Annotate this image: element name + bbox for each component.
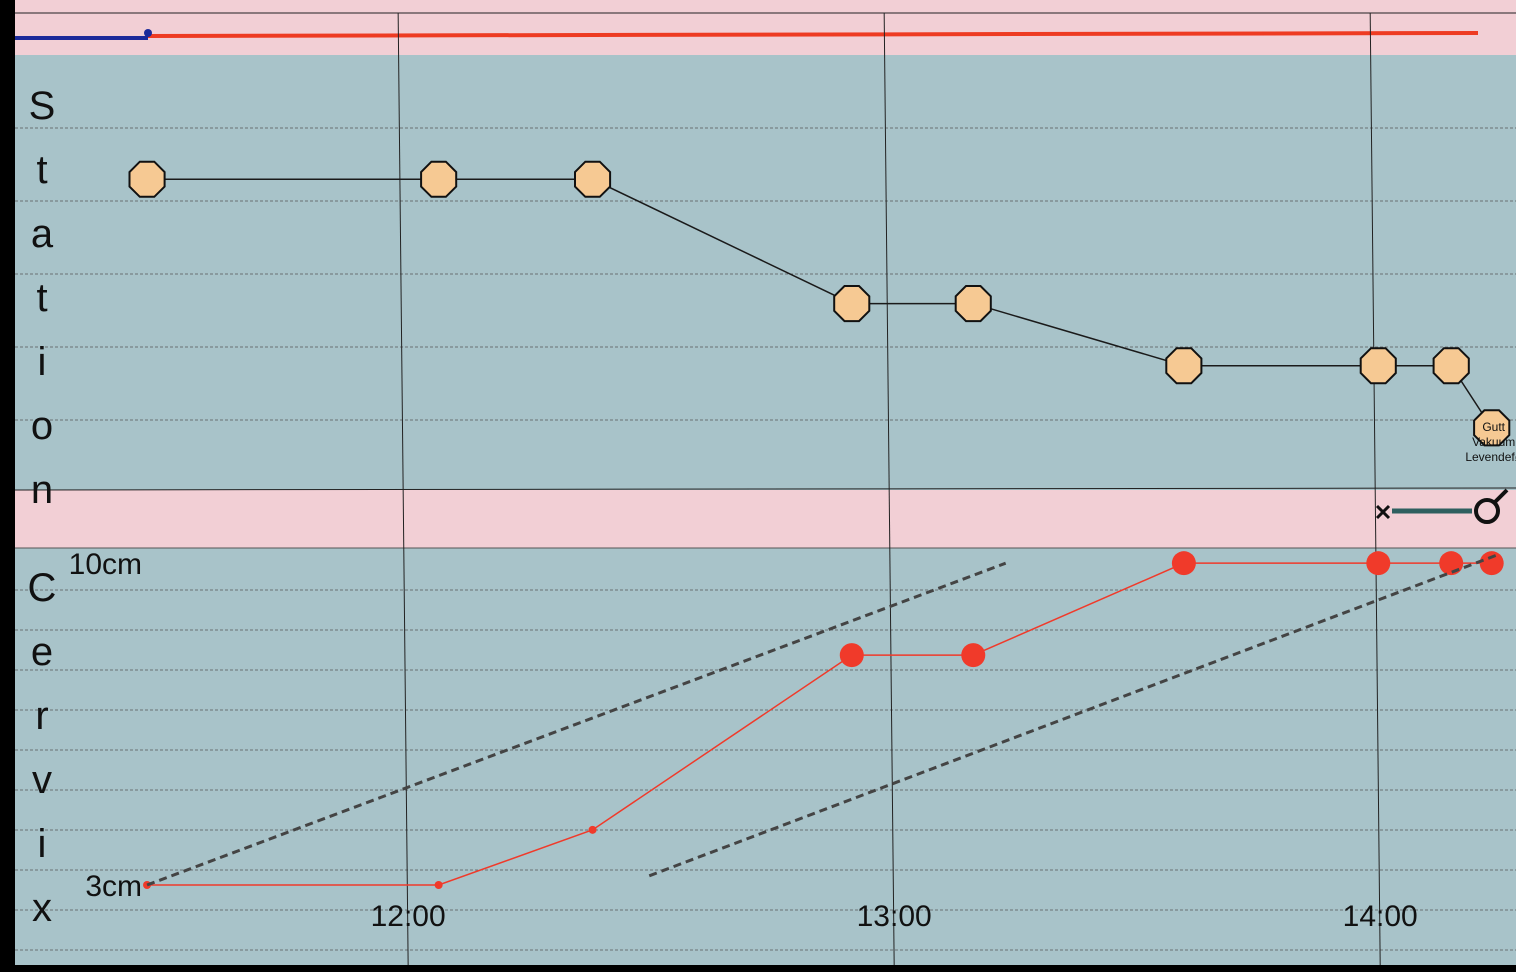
station-panel [15, 55, 1516, 490]
annotation: Gutt [1482, 420, 1505, 434]
station-point [833, 285, 871, 323]
station-point [1473, 409, 1511, 447]
cervix-point [1439, 551, 1464, 576]
annotation: Vakuum [1472, 435, 1515, 449]
station-title: Station [20, 84, 64, 532]
y-tick-label: 3cm [85, 870, 142, 903]
station-point [128, 160, 166, 198]
delivery-band [15, 490, 1516, 548]
male-symbol [1493, 488, 1509, 504]
timeline-band [15, 0, 1516, 55]
cervix-point [839, 643, 864, 668]
x-tick-label: 14:00 [1343, 900, 1418, 933]
guide-line [146, 561, 1007, 887]
y-tick-label: 10cm [69, 548, 142, 581]
time-grid-line [397, 12, 409, 966]
x-tick-label: 13:00 [857, 900, 932, 933]
cervix-point [961, 643, 986, 668]
timeline-red [147, 31, 1479, 38]
cervix-point [588, 825, 597, 834]
male-symbol [1474, 498, 1500, 524]
station-point [1165, 347, 1203, 385]
station-point [420, 160, 458, 198]
cervix-point [1479, 551, 1504, 576]
cervix-point [1171, 551, 1196, 576]
cross [1375, 504, 1391, 520]
time-grid-line [883, 12, 895, 966]
guide-line [648, 552, 1501, 878]
cervix-point [434, 881, 443, 890]
cervix-panel [15, 548, 1516, 965]
row-lines [15, 127, 1516, 951]
station-point [954, 285, 992, 323]
station-point [574, 160, 612, 198]
cervix-point [1366, 551, 1391, 576]
delivery-icon [1375, 488, 1509, 524]
divider [14, 487, 1516, 491]
timeline-marker [144, 29, 152, 37]
x-tick-label: 12:00 [371, 900, 446, 933]
time-grid-line [1369, 12, 1381, 966]
station-point [1359, 347, 1397, 385]
annotation: Levendefø [1465, 450, 1516, 464]
station-point [1432, 347, 1470, 385]
cervix-title: Cervix [20, 566, 64, 950]
